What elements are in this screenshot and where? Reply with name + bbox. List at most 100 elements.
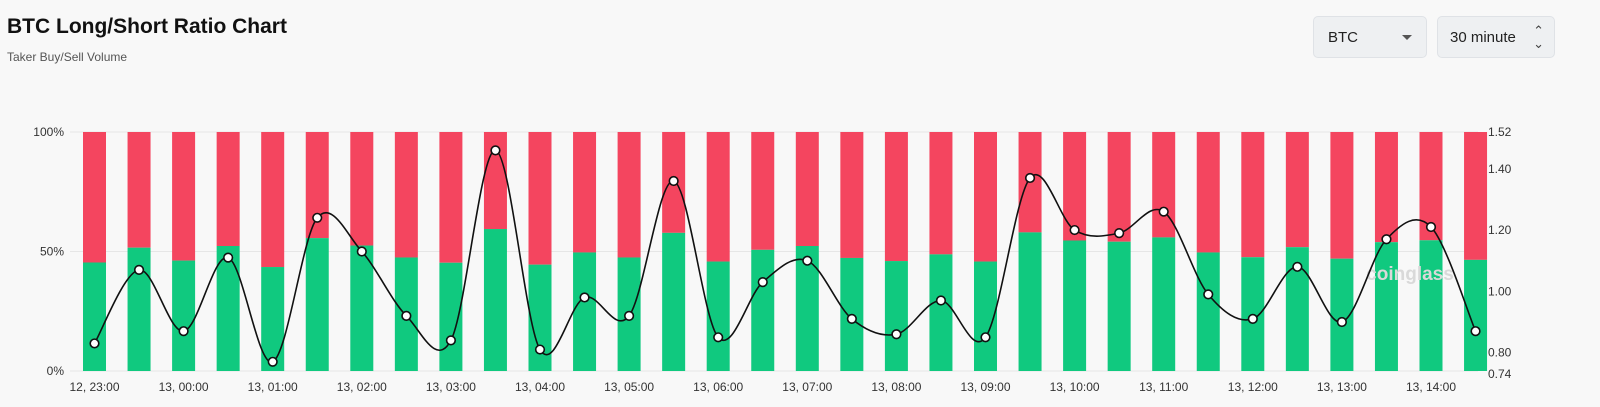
right-axis-tick-label: 0.74 [1488,367,1512,381]
short-bar [1285,132,1309,248]
long-bar [216,246,240,371]
long-bar [929,254,953,371]
ratio-point [1114,228,1125,239]
x-axis-tick-label: 13, 03:00 [426,380,476,394]
ratio-point [713,332,724,343]
ratio-point [802,255,813,266]
short-bar [350,132,374,246]
long-bar [662,232,686,371]
right-axis-tick-label: 1.20 [1488,223,1512,237]
long-bar [127,247,151,371]
long-bar [1018,232,1042,371]
long-bar [706,261,730,371]
long-bar [1196,252,1220,371]
short-bar [439,132,463,263]
short-bar [261,132,285,268]
long-bar [1419,240,1443,371]
long-bar [1063,240,1087,371]
short-bar [1464,132,1488,260]
short-bar [840,132,864,258]
x-axis-tick-label: 13, 08:00 [871,380,921,394]
ratio-point [401,310,412,321]
long-bar [884,261,908,371]
long-bar [439,262,463,371]
ratio-point [980,332,991,343]
short-bar [1374,132,1398,243]
stacked-bars [83,132,1488,371]
ratio-point [757,277,768,288]
left-axis-tick-label: 50% [40,245,64,259]
short-bar [974,132,997,262]
coin-select[interactable]: BTC [1313,16,1427,58]
long-bar [751,249,775,371]
ratio-point [223,252,234,263]
ratio-point [534,344,546,355]
short-bar [1330,132,1354,259]
short-bar [929,132,953,255]
x-axis-tick-label: 13, 05:00 [604,380,654,394]
ratio-point [1203,289,1214,300]
ratio-point [1158,206,1169,217]
short-bar [216,132,240,247]
long-bar [1107,241,1131,371]
x-axis-tick-label: 13, 14:00 [1406,380,1456,394]
coinglass-watermark: coinglass [1366,264,1454,285]
long-bar [974,261,997,371]
short-bar [573,132,597,253]
short-bar [1241,132,1265,258]
ratio-point [1069,224,1080,236]
ratio-line-series [89,145,1481,367]
ratio-line [93,149,1477,363]
long-bar [305,238,329,371]
right-axis-tick-label: 1.00 [1488,284,1512,298]
ratio-point [846,313,857,325]
long-bar [1374,242,1398,371]
ratio-point [445,335,457,346]
x-axis-tick-label: 13, 09:00 [960,380,1010,394]
ratio-point [1381,234,1392,245]
short-bar [751,132,775,250]
long-bar [573,252,597,371]
x-axis-tick-label: 13, 01:00 [248,380,298,394]
long-bar [172,260,196,371]
short-bar [1419,132,1443,241]
x-axis-tick-label: 13, 11:00 [1139,380,1188,394]
chart-axes: 0% 50% 100% 0.74 0.80 1.00 1.20 1.40 1.52 12, 23:… [33,125,1511,394]
ratio-point [891,329,902,340]
x-axis-tick-label: 13, 02:00 [337,380,387,394]
long-bar [1285,247,1309,371]
right-axis-tick-label: 1.52 [1488,125,1512,139]
long-bar [1464,259,1488,371]
short-bar [528,132,552,265]
left-axis-tick-label: 0% [47,364,65,378]
x-axis-tick-label: 12, 23:00 [69,380,119,394]
ratio-point [1470,326,1481,337]
interval-select-value: 30 minute [1450,28,1516,46]
ratio-point [178,326,189,337]
ratio-point [1292,261,1303,272]
long-bar [83,262,106,371]
short-bar [83,132,106,263]
x-axis-tick-label: 13, 12:00 [1228,380,1278,394]
ratio-point [1024,172,1036,184]
up-down-chevron-icon: ⌃ ⌄ [1533,23,1544,51]
x-axis-tick-label: 13, 07:00 [782,380,832,394]
chart-controls: BTC 30 minute ⌃ ⌄ [1313,16,1555,58]
x-axis-tick-label: 13, 10:00 [1050,380,1100,394]
page-subtitle: Taker Buy/Sell Volume [7,50,128,64]
ratio-point [668,175,679,187]
ratio-point [312,212,323,223]
ratio-point [1247,313,1258,325]
ratio-point [1336,316,1347,328]
short-bar [795,132,819,247]
short-bar [617,132,641,258]
short-bar [394,132,418,258]
coin-select-value: BTC [1328,28,1358,46]
short-bar [172,132,196,261]
short-bar [305,132,329,239]
long-bar [1152,237,1176,371]
long-bar [261,267,285,371]
x-axis-tick-label: 13, 13:00 [1317,380,1367,394]
interval-select[interactable]: 30 minute ⌃ ⌄ [1437,16,1555,58]
